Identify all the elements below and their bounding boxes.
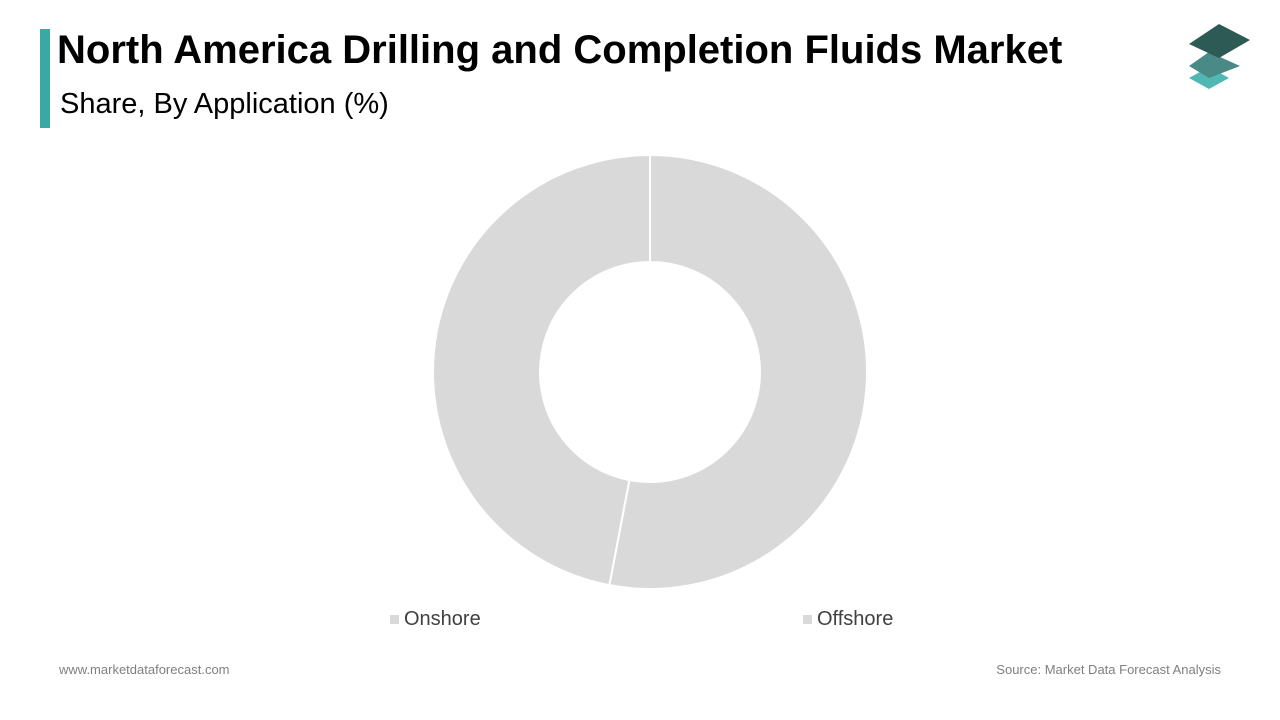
legend-label-onshore: Onshore: [404, 608, 481, 630]
title-accent-bar: [40, 29, 50, 128]
legend-swatch-onshore: [390, 615, 399, 624]
legend-item-offshore: Offshore: [803, 608, 893, 631]
legend-label-offshore: Offshore: [817, 608, 894, 630]
chart-legend: Onshore Offshore: [0, 608, 1280, 634]
chart-subtitle: Share, By Application (%): [60, 88, 389, 120]
chart-title: North America Drilling and Completion Fl…: [57, 28, 1063, 72]
logo-layer-middle: [1189, 52, 1240, 78]
footer-website: www.marketdataforecast.com: [59, 662, 230, 677]
donut-slice-onshore: [608, 153, 868, 590]
logo-layer-top: [1189, 24, 1250, 58]
legend-swatch-offshore: [803, 615, 812, 624]
footer-source: Source: Market Data Forecast Analysis: [996, 662, 1221, 677]
donut-slice-offshore: [432, 153, 651, 587]
legend-item-onshore: Onshore: [390, 608, 481, 631]
stacked-layers-icon: [1184, 22, 1254, 94]
